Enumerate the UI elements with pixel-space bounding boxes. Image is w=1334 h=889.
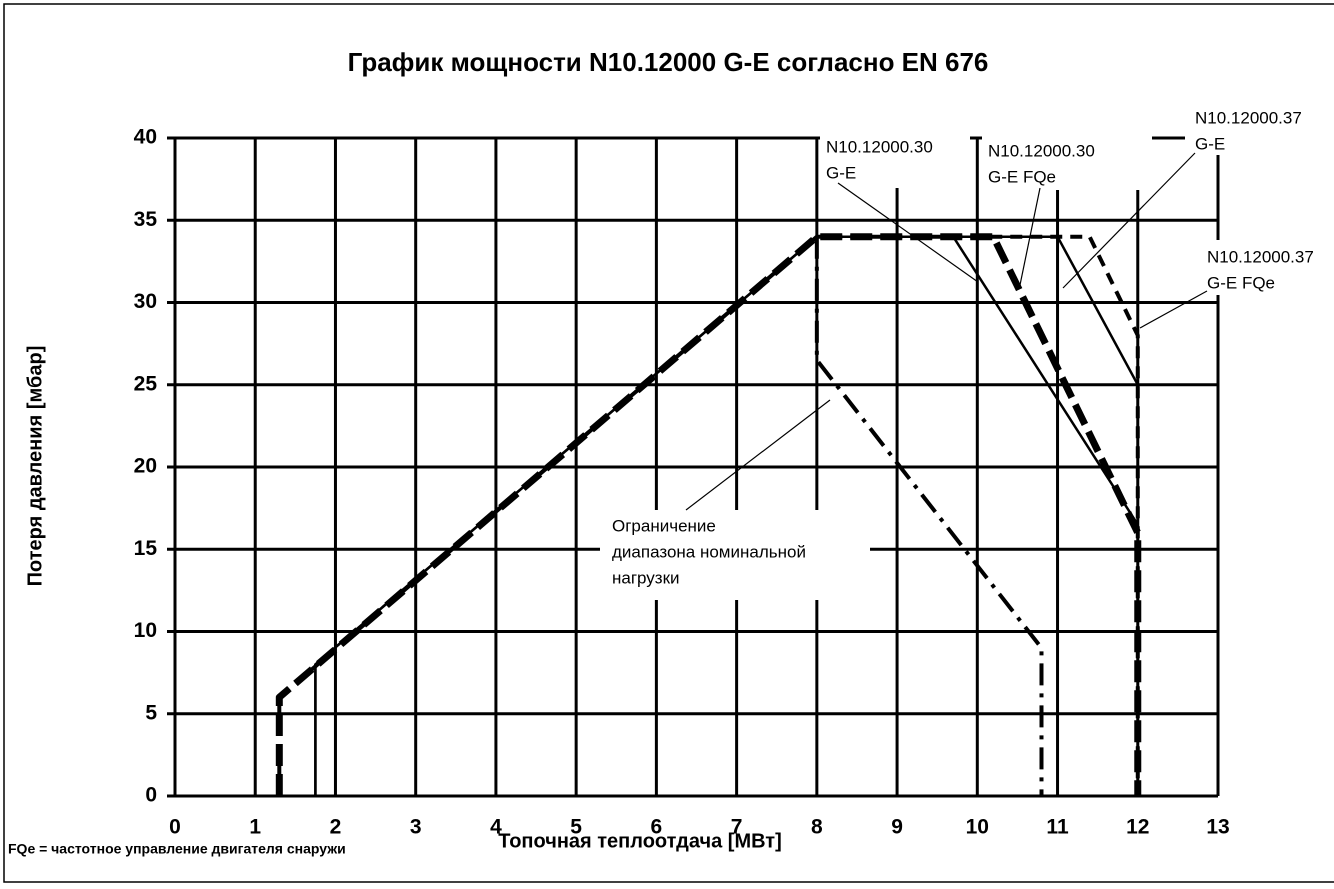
series-line — [814, 236, 1044, 796]
series-label: G-E — [826, 163, 856, 182]
y-tick-label: 40 — [134, 126, 157, 149]
x-tick-label: 0 — [169, 816, 181, 839]
x-tick-label: 3 — [410, 816, 422, 839]
series-label: N10.12000.37 — [1195, 108, 1302, 127]
y-tick-label: 0 — [145, 784, 157, 807]
x-tick-label: 1 — [249, 816, 261, 839]
y-tick-label: 20 — [134, 455, 157, 478]
x-axis-label: Топочная теплоотдача [МВт] — [498, 830, 782, 852]
label-background — [1185, 100, 1334, 155]
y-axis-label: Потеря давления [мбар] — [24, 346, 46, 587]
series-label: Ограничение — [612, 516, 716, 535]
y-tick-label: 15 — [134, 537, 158, 560]
series-line — [277, 234, 1140, 796]
x-tick-label: 9 — [891, 816, 903, 839]
series-label: нагрузки — [612, 568, 680, 587]
x-tick-label: 6 — [651, 816, 663, 839]
leader-line — [1139, 290, 1208, 329]
y-tick-label: 30 — [134, 290, 157, 313]
label-background — [820, 128, 970, 188]
y-tick-label: 25 — [134, 372, 158, 395]
y-tick-label: 10 — [134, 619, 157, 642]
series-label: G-E — [1195, 134, 1225, 153]
x-tick-label: 13 — [1206, 816, 1229, 839]
series-label: N10.12000.37 — [1207, 247, 1314, 266]
leader-line — [685, 399, 831, 511]
x-tick-label: 4 — [490, 816, 502, 839]
x-tick-label: 5 — [570, 816, 582, 839]
chart-title: График мощности N10.12000 G-E согласно E… — [348, 47, 989, 77]
y-tick-label: 5 — [145, 701, 157, 724]
series-label: N10.12000.30 — [826, 137, 933, 156]
series-label: G-E FQe — [1207, 273, 1275, 292]
x-tick-label: 10 — [966, 816, 989, 839]
y-tick-label: 35 — [134, 208, 158, 231]
x-tick-label: 11 — [1046, 816, 1069, 839]
label-background — [600, 510, 870, 600]
label-background — [1197, 240, 1334, 295]
x-tick-label: 12 — [1126, 816, 1149, 839]
leader-line — [837, 182, 979, 283]
x-tick-label: 2 — [330, 816, 342, 839]
x-tick-label: 7 — [731, 816, 743, 839]
series-label: N10.12000.30 — [988, 141, 1095, 160]
series-label: диапазона номинальной — [612, 542, 806, 561]
label-background — [982, 130, 1152, 190]
leader-line — [1062, 152, 1196, 289]
x-tick-label: 8 — [811, 816, 823, 839]
series-label: G-E FQe — [988, 167, 1056, 186]
footnote: FQe = частотное управление двигателя сна… — [8, 841, 346, 857]
